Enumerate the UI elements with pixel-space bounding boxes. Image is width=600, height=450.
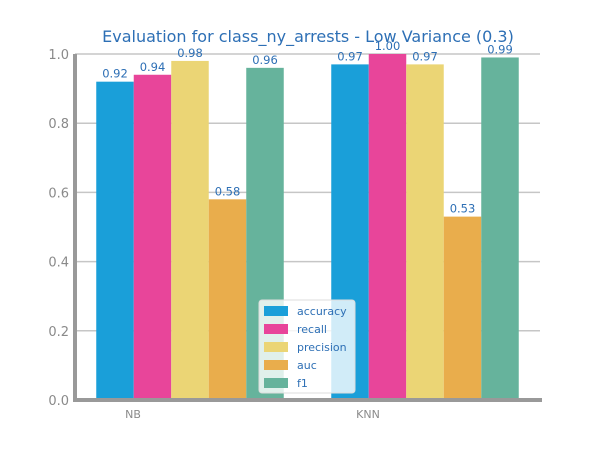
bar-precision-knn bbox=[406, 64, 444, 400]
y-tick-label: 0.2 bbox=[48, 325, 69, 340]
bars bbox=[96, 54, 519, 401]
y-tick-label: 0.4 bbox=[48, 256, 69, 271]
bar-f1-knn bbox=[481, 57, 519, 401]
bar-accuracy-nb bbox=[96, 81, 134, 401]
legend-label: recall bbox=[297, 323, 327, 336]
x-axis-ticks: NB KNN bbox=[125, 408, 380, 421]
data-label: 0.99 bbox=[487, 42, 513, 56]
y-tick-label: 0.0 bbox=[48, 394, 69, 409]
data-label: 0.92 bbox=[102, 67, 128, 81]
legend-swatch-f1 bbox=[264, 378, 288, 388]
bar-precision-nb bbox=[171, 60, 209, 401]
legend-swatch-accuracy bbox=[264, 306, 288, 316]
data-label: 0.97 bbox=[412, 49, 438, 63]
data-label: 0.94 bbox=[140, 60, 166, 74]
x-tick-label: KNN bbox=[356, 408, 380, 421]
legend-label: accuracy bbox=[297, 305, 347, 318]
legend-swatch-recall bbox=[264, 324, 288, 334]
legend: accuracy recall precision auc f1 bbox=[258, 299, 356, 394]
bar-recall-knn bbox=[368, 54, 407, 400]
y-axis-ticks: 0.0 0.2 0.4 0.6 0.8 1.0 bbox=[48, 48, 69, 409]
data-label: 0.97 bbox=[337, 49, 363, 63]
data-labels: 0.92 0.97 0.94 1.00 0.98 0.97 0.58 0.53 0.96 0.99 bbox=[102, 39, 513, 216]
legend-swatch-auc bbox=[264, 360, 288, 370]
bar-recall-nb bbox=[133, 74, 172, 400]
axes bbox=[73, 54, 542, 402]
y-tick-label: 1.0 bbox=[48, 48, 69, 63]
data-label: 0.98 bbox=[177, 46, 203, 60]
legend-label: precision bbox=[297, 341, 347, 354]
data-label: 0.96 bbox=[252, 53, 278, 67]
chart-title: Evaluation for class_ny_arrests - Low Va… bbox=[102, 27, 514, 47]
bar-auc-knn bbox=[443, 216, 482, 400]
legend-label: auc bbox=[297, 359, 317, 372]
data-label: 0.53 bbox=[450, 202, 476, 216]
bar-auc-nb bbox=[208, 199, 247, 400]
y-tick-label: 0.8 bbox=[48, 117, 69, 132]
x-tick-label: NB bbox=[125, 408, 141, 421]
data-label: 1.00 bbox=[375, 39, 401, 53]
legend-swatch-precision bbox=[264, 342, 288, 352]
legend-label: f1 bbox=[297, 377, 308, 390]
y-tick-label: 0.6 bbox=[48, 186, 69, 201]
data-label: 0.58 bbox=[215, 184, 241, 198]
